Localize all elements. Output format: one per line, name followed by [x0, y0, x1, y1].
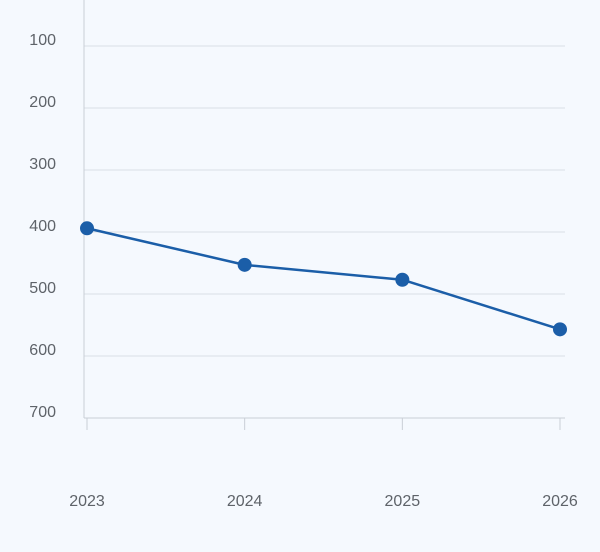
y-tick-label-700: 700 [29, 404, 56, 421]
data-point-2023 [80, 221, 94, 236]
x-tick-label-2024: 2024 [227, 493, 263, 510]
y-tick-label-400: 400 [29, 218, 56, 235]
x-axis-ticks: 2023 2024 2025 2026 [69, 418, 578, 510]
x-tick-label-2023: 2023 [69, 493, 105, 510]
data-point-2026 [553, 322, 567, 337]
y-tick-label-600: 600 [29, 342, 56, 359]
axes [83, 0, 565, 419]
series-layer [80, 221, 567, 337]
y-tick-label-500: 500 [29, 280, 56, 297]
y-tick-label-100: 100 [29, 32, 56, 49]
series-line-0 [85, 227, 562, 331]
x-tick-label-2026: 2026 [542, 493, 578, 510]
data-point-2024 [237, 257, 252, 272]
y-axis-ticks: 100 200 300 400 500 600 700 [29, 32, 56, 421]
x-tick-label-2025: 2025 [385, 493, 421, 510]
y-tick-label-300: 300 [29, 156, 56, 173]
y-tick-label-200: 200 [29, 94, 56, 111]
data-point-2025 [395, 272, 410, 287]
gridlines [84, 45, 565, 357]
